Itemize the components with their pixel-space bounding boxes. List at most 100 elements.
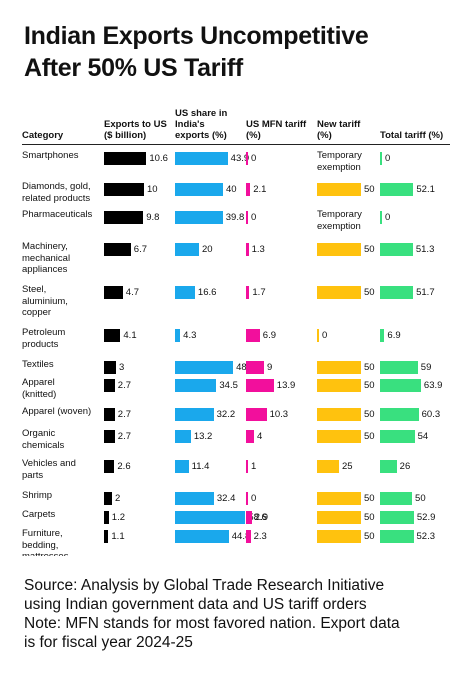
new-tariff-note-line: exemption [317,161,361,173]
exports-bar [104,511,109,524]
row-category: Smartphones [22,150,102,162]
header-exports: Exports to US ($ billion) [104,119,167,141]
category-line: Shrimp [22,490,53,501]
header-mfn: US MFN tariff (%) [246,119,306,141]
exports-bar [104,243,131,256]
exports-value: 10.6 [149,153,168,164]
category-line: related products [22,192,91,204]
new-tariff-bar [317,183,361,196]
header-new-tariff-line: (%) [317,130,332,141]
share-value: 34.5 [219,380,238,391]
footer-line: is for fiscal year 2024-25 [24,634,193,651]
header-new-tariff: New tariff (%) [317,119,360,141]
row-category: Diamonds, gold, related products [22,181,102,204]
row-category: Textiles [22,359,102,371]
share-bar [175,408,214,421]
total-bar [380,530,414,543]
new-tariff-value: 50 [364,362,375,373]
new-tariff-bar [317,286,361,299]
exports-bar [104,211,144,224]
header-exports-line: ($ billion) [104,130,147,141]
mfn-value: 2.9 [254,512,269,523]
share-bar [175,492,214,505]
share-bar [175,286,195,299]
total-bar [380,329,385,342]
new-tariff-note-line: Temporary [317,209,362,220]
category-line: Vehicles and [22,458,76,469]
exports-value: 10 [147,184,158,195]
exports-value: 4.7 [125,287,140,298]
total-bar [380,243,413,256]
header-exports-line: Exports to US [104,119,167,130]
exports-bar [104,430,115,443]
footer-line: using Indian government data and US tari… [24,596,367,613]
row-category: Organic chemicals [22,428,102,451]
share-bar [175,511,246,524]
total-bar [380,152,382,165]
share-bar [175,152,228,165]
share-value: 4.3 [183,330,197,341]
chart-title: Indian Exports Uncompetitive After 50% U… [24,20,464,84]
row-category: Apparel (knitted) [22,377,102,400]
total-bar [380,430,415,443]
mfn-bar [246,408,267,421]
share-value: 32.2 [216,409,236,420]
total-value: 59 [420,362,432,373]
header-share-line: US share in [175,108,228,119]
total-value: 6.9 [387,330,401,341]
mfn-bar [246,430,254,443]
category-line: copper [22,307,52,318]
exports-bar [104,329,121,342]
exports-value: 1.2 [111,512,126,523]
mfn-bar [246,361,264,374]
total-value: 54 [417,431,429,442]
row-category: Furniture,bedding,mattresses [22,528,102,556]
new-tariff-note: Temporary exemption [317,209,362,232]
new-tariff-bar [317,511,361,524]
new-tariff-value: 50 [364,531,375,542]
footer-line: Source: Analysis by Global Trade Researc… [24,577,385,594]
new-tariff-bar [317,492,361,505]
new-tariff-bar [317,361,361,374]
row-category: Carpets [22,509,102,521]
category-line: Apparel (woven) [22,406,92,417]
total-value: 51.3 [415,244,435,255]
header-share: US share in India's exports (%) [175,108,227,141]
share-value: 58.6 [248,512,267,523]
mfn-value: 1.3 [251,244,265,255]
mfn-value: 10.3 [269,409,289,420]
category-line: bedding, [22,539,59,551]
header-mfn-line: US MFN tariff [246,119,307,130]
exports-value: 2.7 [117,431,132,442]
category-line: (knitted) [22,388,57,400]
new-tariff-note: Temporary exemption [317,150,362,173]
new-tariff-value: 0 [322,330,328,341]
share-value: 16.6 [197,287,217,298]
row-category: Vehicles and parts [22,458,102,481]
row-category: Pharmaceuticals [22,209,102,221]
mfn-bar [246,286,250,299]
exports-value: 2.7 [117,409,132,420]
exports-bar [104,152,147,165]
total-bar [380,211,382,224]
row-category: Machinery, mechanical appliances [22,241,102,276]
row-category: Steel, aluminium, copper [22,284,102,319]
mfn-bar [246,530,251,543]
total-value: 52.9 [416,512,436,523]
total-bar [380,361,418,374]
new-tariff-value: 50 [364,493,375,504]
category-line: Apparel [22,377,55,388]
share-value: 48.4 [236,361,255,374]
mfn-bar [246,492,248,505]
exports-bar [104,492,112,505]
category-line: appliances [22,264,68,275]
mfn-bar [246,211,248,224]
share-value: 43.9 [230,153,250,164]
share-value: 20 [202,244,213,255]
mfn-value: 6.9 [262,330,277,341]
tariff-table: Category Exports to US ($ billion) US sh… [22,104,452,556]
total-bar [380,460,397,473]
mfn-value: 9 [267,362,273,373]
new-tariff-bar [317,243,361,256]
new-tariff-value: 50 [364,244,375,255]
